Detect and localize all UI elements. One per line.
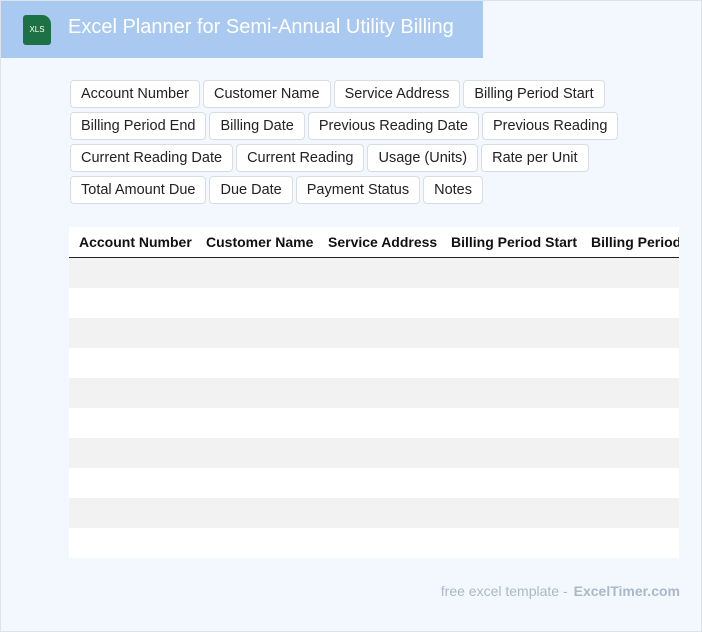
table-body: [69, 258, 679, 558]
field-chip[interactable]: Billing Date: [209, 112, 305, 140]
table-row: [69, 528, 679, 558]
field-chip[interactable]: Usage (Units): [367, 144, 479, 172]
table: Account Number Customer Name Service Addre…: [69, 227, 679, 558]
field-chip[interactable]: Previous Reading: [481, 112, 619, 140]
table-row: [69, 498, 679, 528]
field-chip[interactable]: Previous Reading Date: [307, 112, 479, 140]
table-row: [69, 348, 679, 378]
footer: free excel template - ExcelTimer.com: [441, 583, 680, 599]
page-title: Excel Planner for Semi-Annual Utility Bi…: [68, 16, 454, 38]
table-row: [69, 288, 679, 318]
field-chip[interactable]: Account Number: [70, 80, 200, 108]
column-header: Customer Name: [206, 234, 314, 250]
column-header: Billing Period Start: [451, 234, 578, 250]
field-chip[interactable]: Service Address: [333, 80, 461, 108]
table-header: Account Number Customer Name Service Addre…: [69, 227, 679, 258]
field-chip[interactable]: Total Amount Due: [70, 176, 207, 204]
footer-brand[interactable]: ExcelTimer.com: [573, 583, 680, 599]
field-chip[interactable]: Current Reading: [236, 144, 365, 172]
footer-text: free excel template -: [440, 583, 568, 599]
field-list: Account Number Customer Name Service Addre…: [70, 80, 630, 204]
field-chip[interactable]: Billing Period Start: [463, 80, 605, 108]
column-header: Billing Period End: [591, 234, 679, 250]
field-chip[interactable]: Customer Name: [203, 80, 331, 108]
column-header: Service Address: [328, 234, 438, 250]
field-chip[interactable]: Current Reading Date: [70, 144, 234, 172]
table-row: [69, 318, 679, 348]
column-header: Account Number: [79, 234, 192, 250]
field-chip[interactable]: Notes: [423, 176, 483, 204]
table-row: [69, 468, 679, 498]
table-row: [69, 438, 679, 468]
file-icon: XLS: [23, 15, 51, 45]
field-chip[interactable]: Payment Status: [295, 176, 421, 204]
table-row: [69, 258, 679, 288]
field-chip[interactable]: Billing Period End: [70, 112, 207, 140]
table-row: [69, 378, 679, 408]
table-row: [69, 408, 679, 438]
field-chip[interactable]: Due Date: [209, 176, 293, 204]
field-chip[interactable]: Rate per Unit: [481, 144, 589, 172]
header: XLS Excel Planner for Semi-Annual Utilit…: [1, 1, 483, 58]
